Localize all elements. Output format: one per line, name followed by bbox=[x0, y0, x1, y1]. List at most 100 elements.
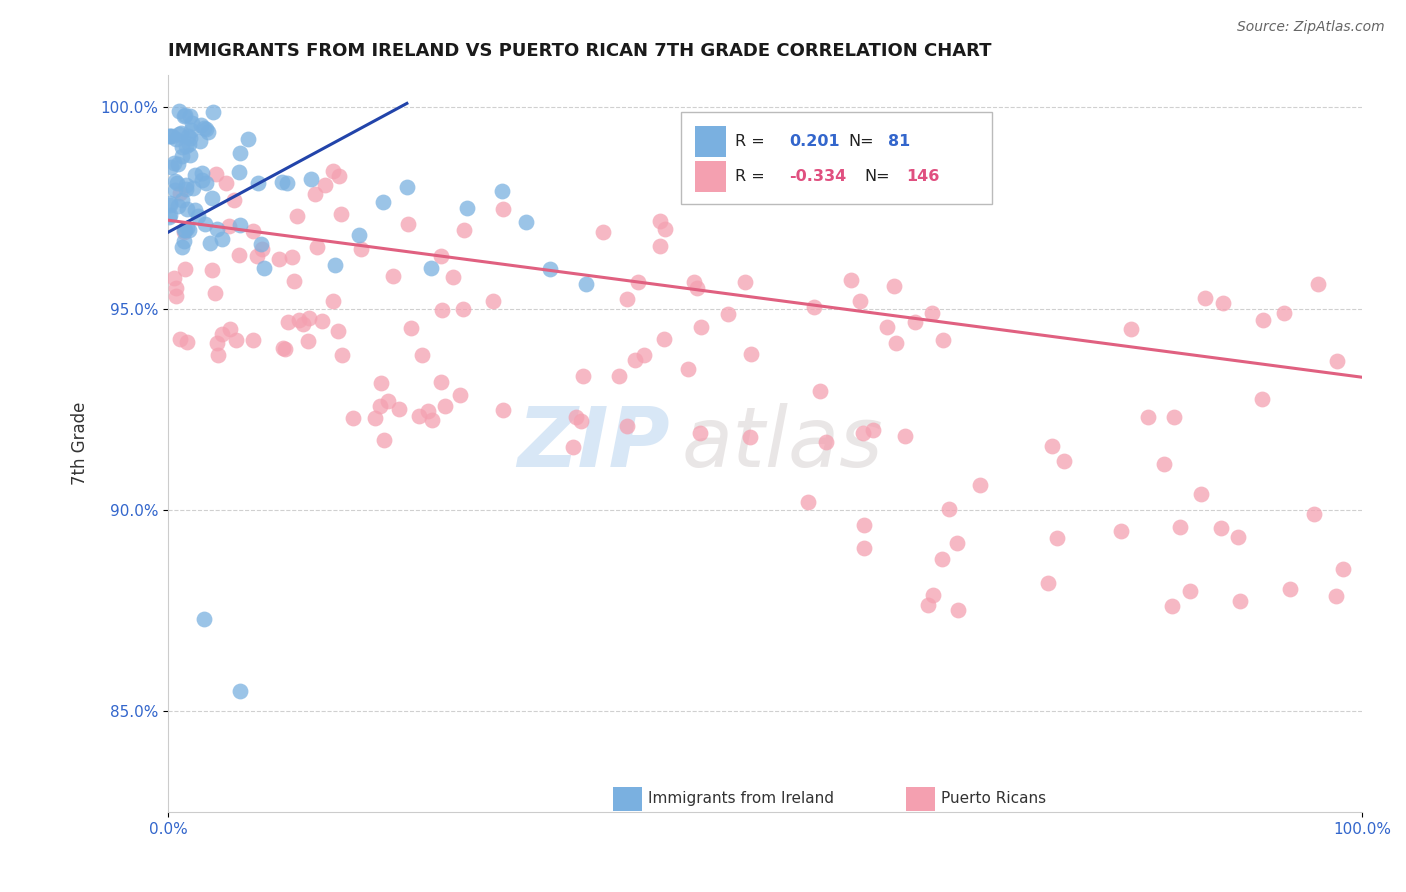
Point bbox=[538, 261, 561, 276]
FancyBboxPatch shape bbox=[613, 787, 643, 811]
Point bbox=[433, 399, 456, 413]
Point bbox=[250, 242, 273, 256]
Point bbox=[165, 280, 187, 294]
Point bbox=[194, 218, 217, 232]
Y-axis label: 7th Grade: 7th Grade bbox=[72, 402, 89, 485]
Point bbox=[1211, 521, 1233, 535]
Point bbox=[207, 347, 229, 361]
Point bbox=[686, 281, 709, 295]
Point bbox=[1136, 410, 1159, 425]
Point bbox=[177, 129, 200, 144]
Point bbox=[689, 320, 711, 334]
Text: R =: R = bbox=[735, 134, 765, 149]
Point bbox=[1121, 322, 1143, 336]
Point bbox=[717, 307, 740, 321]
Point bbox=[242, 224, 264, 238]
Point bbox=[1189, 487, 1212, 501]
Point bbox=[654, 222, 676, 236]
Point bbox=[678, 362, 700, 376]
Point bbox=[650, 238, 672, 252]
Point bbox=[174, 261, 197, 276]
Point bbox=[917, 599, 939, 613]
Point bbox=[853, 541, 876, 556]
Point bbox=[269, 252, 291, 266]
Text: atlas: atlas bbox=[682, 403, 883, 484]
Point bbox=[201, 263, 224, 277]
Point bbox=[204, 285, 226, 300]
Point bbox=[1161, 599, 1184, 613]
Point bbox=[159, 208, 181, 222]
Point bbox=[176, 202, 198, 217]
Point bbox=[921, 306, 943, 320]
Point bbox=[225, 333, 247, 347]
Point bbox=[172, 193, 194, 207]
Point bbox=[163, 174, 186, 188]
Point bbox=[482, 294, 505, 309]
Point bbox=[938, 501, 960, 516]
Point bbox=[169, 332, 191, 346]
Point bbox=[1324, 589, 1347, 603]
Point bbox=[1168, 520, 1191, 534]
Point bbox=[633, 348, 655, 362]
Point bbox=[322, 293, 344, 308]
Point bbox=[1046, 531, 1069, 545]
Point bbox=[1251, 312, 1274, 326]
Point bbox=[271, 175, 294, 189]
Point bbox=[157, 210, 180, 224]
Point bbox=[174, 108, 197, 122]
Point bbox=[228, 165, 250, 179]
Point bbox=[408, 409, 430, 423]
Point bbox=[1040, 439, 1063, 453]
Point bbox=[246, 249, 269, 263]
Point bbox=[191, 166, 214, 180]
Point bbox=[201, 191, 224, 205]
Point bbox=[198, 235, 221, 250]
Point bbox=[228, 247, 250, 261]
Point bbox=[330, 207, 353, 221]
Point bbox=[174, 178, 197, 193]
Point bbox=[193, 120, 215, 135]
Point bbox=[280, 250, 302, 264]
Point bbox=[1331, 562, 1354, 576]
Point bbox=[1229, 594, 1251, 608]
Point bbox=[228, 684, 250, 698]
Point bbox=[187, 209, 209, 223]
Point bbox=[205, 336, 228, 351]
Point bbox=[1326, 353, 1348, 368]
Point bbox=[174, 138, 197, 153]
Point bbox=[205, 222, 228, 236]
Point bbox=[922, 588, 945, 602]
Point bbox=[492, 202, 515, 217]
Point bbox=[160, 161, 183, 175]
Point bbox=[299, 171, 322, 186]
Point bbox=[1053, 454, 1076, 468]
Point bbox=[180, 116, 202, 130]
Point bbox=[876, 320, 898, 334]
Point bbox=[627, 275, 650, 289]
Point bbox=[184, 202, 207, 217]
Point bbox=[740, 347, 762, 361]
Point bbox=[884, 336, 907, 351]
Point bbox=[219, 321, 242, 335]
Point bbox=[180, 122, 202, 136]
Point bbox=[456, 202, 478, 216]
Point bbox=[179, 131, 201, 145]
Point bbox=[166, 176, 188, 190]
Point bbox=[314, 178, 336, 193]
Point bbox=[849, 294, 872, 309]
Point bbox=[228, 146, 250, 161]
Text: 81: 81 bbox=[889, 134, 910, 149]
Point bbox=[1109, 524, 1132, 538]
Text: -0.334: -0.334 bbox=[789, 169, 846, 184]
Point bbox=[564, 409, 586, 424]
Point bbox=[229, 218, 252, 232]
Point bbox=[418, 403, 440, 417]
Point bbox=[734, 275, 756, 289]
Point bbox=[682, 276, 704, 290]
Point bbox=[449, 388, 471, 402]
Point bbox=[157, 129, 180, 144]
Point bbox=[381, 268, 404, 283]
Point bbox=[852, 425, 875, 440]
Text: Puerto Ricans: Puerto Ricans bbox=[941, 791, 1046, 806]
Point bbox=[297, 334, 319, 349]
